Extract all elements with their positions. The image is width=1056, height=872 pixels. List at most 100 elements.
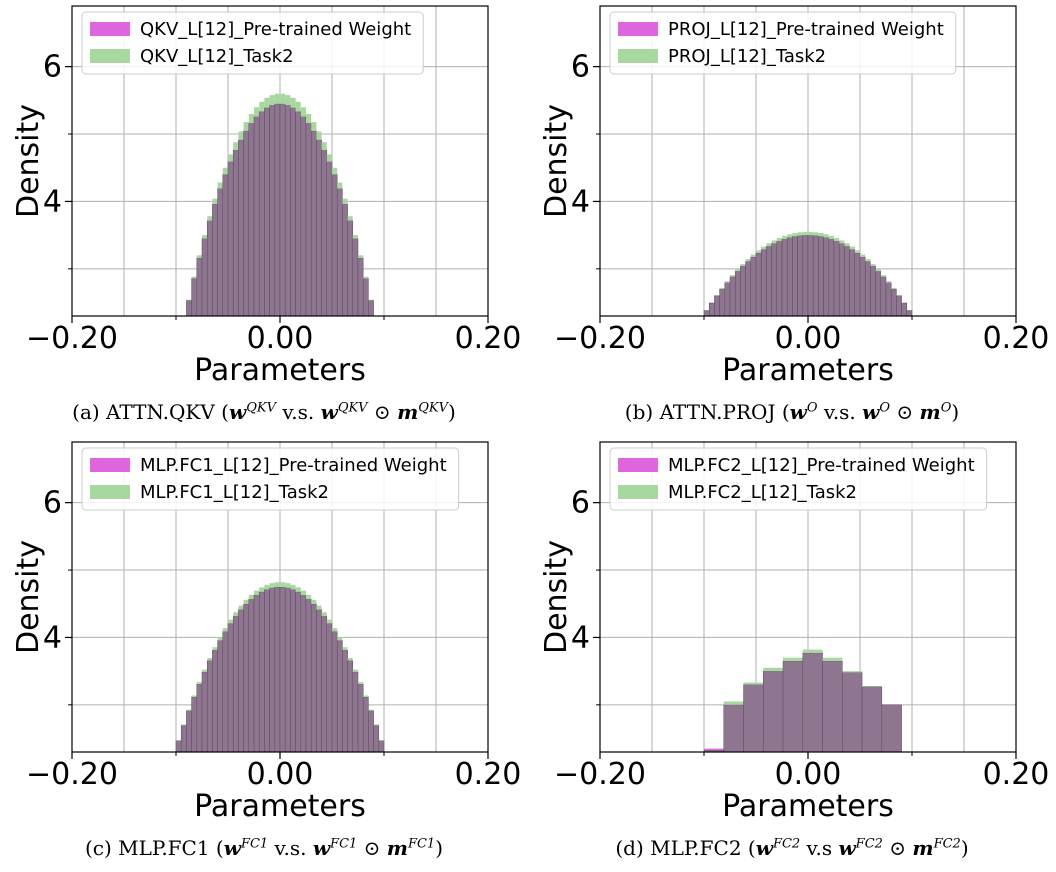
legend-label-1: PROJ_L[12]_Task2 bbox=[668, 46, 826, 67]
bar-overlap-32 bbox=[342, 649, 348, 753]
bar-cap-11 bbox=[233, 612, 239, 617]
bar-overlap-30 bbox=[342, 203, 348, 317]
bar-overlap-7 bbox=[842, 672, 863, 753]
bar-overlap-39 bbox=[906, 310, 913, 317]
caption-vs: v.s. bbox=[275, 400, 321, 424]
bar-cap-34 bbox=[880, 275, 886, 277]
y-axis-label: Density bbox=[539, 104, 574, 218]
bar-cap-31 bbox=[865, 259, 871, 262]
bar-cap-29 bbox=[337, 182, 343, 189]
bar-cap-28 bbox=[321, 612, 327, 617]
bar-overlap-37 bbox=[368, 710, 374, 753]
bar-cap-32 bbox=[870, 264, 876, 267]
caption-d: (d) MLP.FC2 (wFC2 v.s wFC2 ⊙ mFC2) bbox=[528, 836, 1056, 860]
bar-cap-23 bbox=[295, 587, 301, 592]
bar-cap-36 bbox=[891, 287, 897, 290]
bar-cap-14 bbox=[259, 101, 265, 112]
bar-overlap-33 bbox=[347, 660, 354, 753]
bar-cap-26 bbox=[321, 142, 327, 151]
y-tick-label-0: 4 bbox=[571, 184, 590, 219]
bar-overlap-39 bbox=[378, 740, 385, 753]
caption-sup-b: O bbox=[879, 400, 891, 416]
bar-cap-31 bbox=[337, 637, 343, 641]
bar-overlap-28 bbox=[849, 249, 856, 317]
bar-cap-38 bbox=[901, 302, 907, 303]
bar-cap-24 bbox=[828, 235, 834, 240]
bar-cap-16 bbox=[259, 587, 265, 592]
bar-overlap-18 bbox=[279, 103, 286, 317]
bar-cap-5 bbox=[730, 275, 736, 277]
bar-cap-7 bbox=[740, 264, 746, 267]
bar-overlap-29 bbox=[326, 623, 333, 753]
bar-overlap-26 bbox=[321, 149, 328, 317]
bar-cap-4 bbox=[196, 682, 202, 685]
bar-cap-15 bbox=[782, 235, 788, 240]
legend-swatch-1 bbox=[90, 49, 130, 63]
bar-overlap-30 bbox=[331, 631, 338, 753]
legend-label-0: PROJ_L[12]_Pre-trained Weight bbox=[668, 19, 944, 40]
x-tick-label-0: −0.20 bbox=[554, 757, 646, 792]
bar-cap-23 bbox=[823, 234, 829, 238]
legend-swatch-1 bbox=[90, 485, 130, 499]
bar-cap-31 bbox=[347, 216, 353, 221]
x-axis-label: Parameters bbox=[194, 353, 366, 388]
caption-sup-a: O bbox=[806, 400, 818, 416]
y-tick-label-0: 4 bbox=[43, 620, 62, 655]
bar-overlap-10 bbox=[755, 252, 762, 317]
chart-d: −0.20 0.00 0.20 4 6 Parameters Density MLP.FC2_… bbox=[539, 441, 1049, 824]
legend-swatch-0 bbox=[618, 458, 658, 472]
caption-sup-b: FC2 bbox=[855, 836, 883, 852]
legend-box bbox=[81, 447, 460, 511]
bar-cap-17 bbox=[274, 93, 280, 104]
bar-overlap-31 bbox=[864, 261, 871, 317]
bar-cap-12 bbox=[766, 243, 772, 247]
bar-cap-14 bbox=[776, 238, 782, 242]
caption-op: ⊙ bbox=[367, 400, 398, 424]
bar-cap-4 bbox=[783, 657, 803, 662]
bar-overlap-33 bbox=[357, 257, 364, 317]
y-tick-label-0: 4 bbox=[571, 620, 590, 655]
legend: PROJ_L[12]_Pre-trained Weight PROJ_L[12]_… bbox=[609, 11, 957, 75]
bar-overlap-25 bbox=[305, 598, 312, 753]
bar-overlap-25 bbox=[316, 139, 322, 317]
bar-cap-6 bbox=[735, 269, 741, 272]
bar-cap-20 bbox=[290, 97, 296, 108]
caption-suffix: ) bbox=[951, 400, 960, 424]
bar-cap-19 bbox=[274, 582, 280, 588]
legend-label-1: MLP.FC2_L[12]_Task2 bbox=[668, 482, 857, 503]
bar-overlap-26 bbox=[310, 603, 317, 753]
caption-var-a: w bbox=[789, 400, 807, 424]
caption-var-a: w bbox=[755, 836, 773, 860]
chart-a: −0.20 0.00 0.20 4 6 Parameters Density QKV_L[12… bbox=[11, 5, 522, 388]
bar-overlap-2 bbox=[186, 710, 192, 753]
bar-overlap-34 bbox=[880, 276, 887, 317]
bar-overlap-16 bbox=[258, 591, 265, 753]
bar-cap-33 bbox=[875, 269, 881, 272]
bar-overlap-10 bbox=[227, 623, 234, 753]
bar-overlap-35 bbox=[357, 683, 364, 753]
bar-overlap-3 bbox=[191, 696, 198, 753]
y-tick-label-1: 6 bbox=[43, 486, 62, 521]
bar-cap-4 bbox=[724, 281, 730, 283]
bar-cap-20 bbox=[808, 231, 814, 236]
bar-cap-7 bbox=[222, 167, 228, 175]
x-tick-label-0: −0.20 bbox=[554, 321, 646, 356]
caption-sup-a: QKV bbox=[246, 400, 276, 416]
bar-overlap-12 bbox=[248, 122, 255, 317]
legend-label-0: QKV_L[12]_Pre-trained Weight bbox=[140, 19, 411, 40]
bar-overlap-36 bbox=[362, 696, 369, 753]
bar-cap-3 bbox=[763, 667, 784, 672]
bar-overlap-3 bbox=[201, 238, 208, 317]
bar-overlap-30 bbox=[859, 256, 866, 317]
legend-box bbox=[81, 11, 424, 75]
caption-var-b: w bbox=[312, 836, 331, 860]
caption-c: (c) MLP.FC1 (wFC1 v.s. wFC1 ⊙ mFC1) bbox=[0, 836, 528, 860]
bar-overlap-8 bbox=[227, 161, 234, 317]
bar-overlap-7 bbox=[740, 265, 746, 317]
bar-overlap-6 bbox=[217, 188, 224, 317]
bar-cap-1 bbox=[723, 701, 744, 705]
x-tick-label-2: 0.20 bbox=[455, 321, 522, 356]
bar-overlap-7 bbox=[212, 649, 218, 753]
panel-a: −0.20 0.00 0.20 4 6 Parameters Density QKV_L[12… bbox=[0, 0, 528, 436]
bar-overlap-26 bbox=[838, 243, 845, 317]
